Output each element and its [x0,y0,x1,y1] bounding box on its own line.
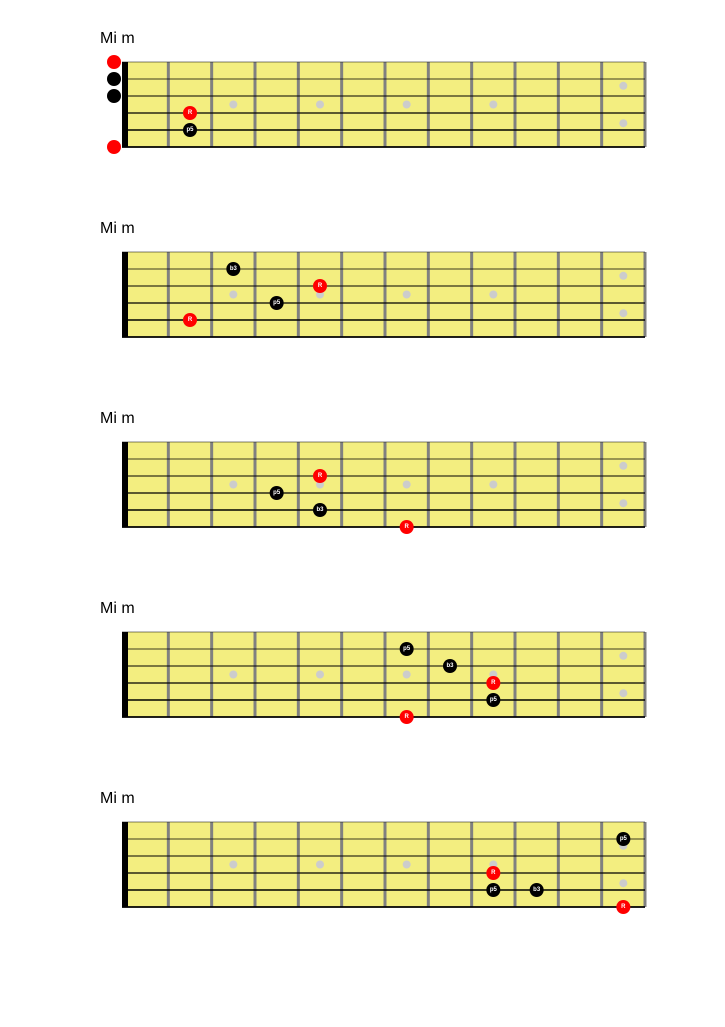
svg-text:p5: p5 [273,490,281,496]
fretboard: Rp5 [100,54,640,159]
chord-diagram: Mi m Rp5 b3 R [100,410,640,539]
svg-text:R: R [491,870,496,876]
chord-title: Mi m [100,220,640,238]
fretboard: Rp5 b3 R [100,434,640,539]
svg-text:R: R [404,524,409,530]
chord-title: Mi m [100,30,640,48]
fretboard: p5 b3 Rp5 R [100,624,640,729]
svg-text:b3: b3 [446,663,454,669]
svg-text:b3: b3 [533,887,541,893]
svg-text:p5: p5 [620,836,628,842]
svg-text:p5: p5 [490,697,498,703]
svg-text:R: R [188,317,193,323]
chord-diagram: Mi m p5 Rp5 b3 R [100,790,640,919]
svg-text:R: R [318,473,323,479]
svg-text:p5: p5 [273,300,281,306]
svg-text:b3: b3 [230,266,238,272]
svg-text:p5: p5 [403,646,411,652]
svg-text:b3: b3 [316,507,324,513]
chord-title: Mi m [100,600,640,618]
svg-text:p5: p5 [186,127,194,133]
fretboard: p5 Rp5 b3 R [100,814,640,919]
svg-text:R: R [621,904,626,910]
chord-title: Mi m [100,790,640,808]
chord-title: Mi m [100,410,640,428]
svg-text:R: R [318,283,323,289]
svg-text:R: R [491,680,496,686]
chord-diagram: Mi m b3 Rp5 R [100,220,640,349]
svg-text:R: R [404,714,409,720]
chord-diagram: Mi m p5 b3 Rp5 R [100,600,640,729]
chord-diagram: Mi m Rp5 [100,30,640,159]
svg-text:R: R [188,110,193,116]
svg-text:p5: p5 [490,887,498,893]
fretboard: b3 Rp5 R [100,244,640,349]
